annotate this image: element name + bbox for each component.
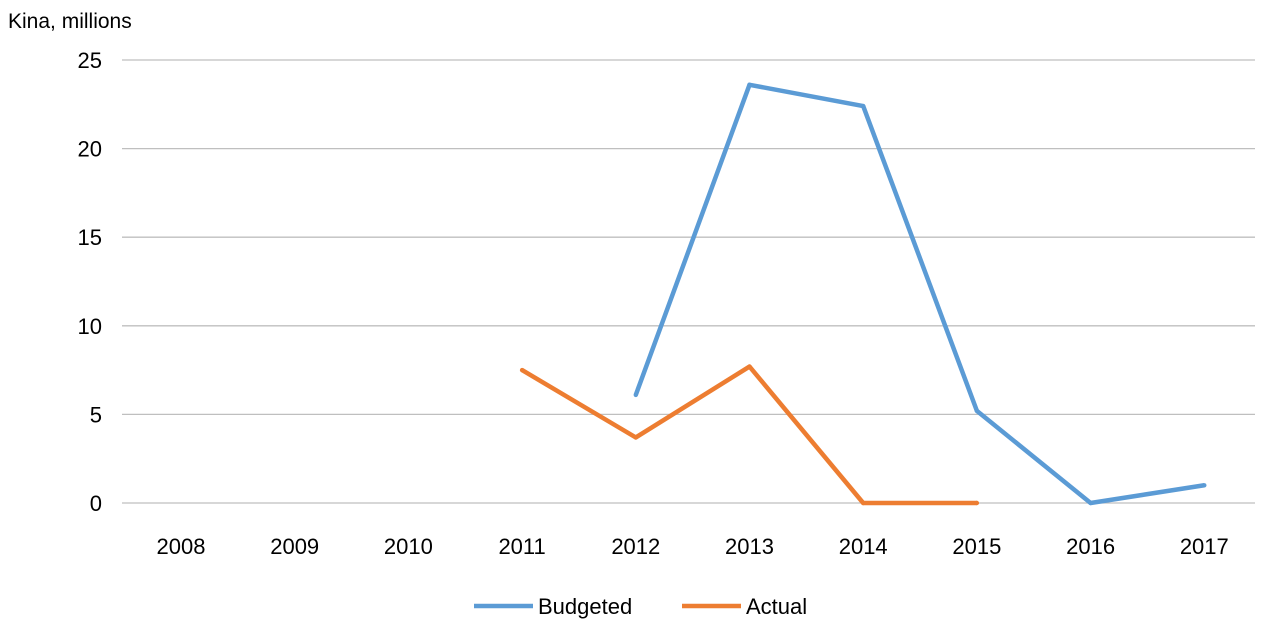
x-tick-label: 2010: [384, 534, 433, 559]
legend-label: Budgeted: [538, 594, 632, 619]
y-tick-label: 25: [78, 48, 102, 73]
data-point-budgeted: [861, 103, 866, 109]
series-line-actual: [520, 364, 977, 506]
y-tick-label: 5: [90, 402, 102, 427]
data-point-budgeted: [1202, 483, 1207, 488]
data-point-budgeted: [974, 408, 980, 414]
data-point-actual: [519, 367, 525, 373]
y-tick-label: 20: [78, 137, 102, 162]
legend-item-budgeted: Budgeted: [474, 594, 632, 619]
y-tick-label: 0: [90, 491, 102, 516]
data-point-actual: [861, 500, 866, 506]
data-point-budgeted: [747, 82, 752, 88]
y-axis-ticks: 0 5 10 15 20 25: [78, 48, 102, 516]
x-tick-label: 2009: [270, 534, 319, 559]
data-point-budgeted: [1088, 500, 1093, 506]
legend-label: Actual: [746, 594, 807, 619]
legend: Budgeted Actual: [474, 594, 807, 619]
x-tick-label: 2017: [1180, 534, 1229, 559]
y-axis-label: Kina, millions: [8, 10, 132, 33]
y-tick-label: 15: [78, 225, 102, 250]
x-tick-label: 2016: [1066, 534, 1115, 559]
series-actual: [519, 364, 980, 506]
data-point-budgeted: [633, 392, 638, 398]
data-point-actual: [974, 500, 980, 506]
series-line-budgeted: [633, 82, 1205, 506]
x-tick-label: 2015: [952, 534, 1001, 559]
x-tick-label: 2014: [839, 534, 888, 559]
x-tick-label: 2012: [611, 534, 660, 559]
x-axis-ticks: 2008 2009 2010 2011 2012 2013 2014 2015 2016 2017: [157, 534, 1229, 559]
y-tick-label: 10: [78, 314, 102, 339]
series-lines: [519, 82, 1207, 506]
x-tick-label: 2013: [725, 534, 774, 559]
gridlines: [122, 59, 1255, 504]
data-point-actual: [633, 435, 638, 440]
x-tick-label: 2008: [157, 534, 206, 559]
data-point-actual: [747, 364, 752, 369]
x-tick-label: 2011: [498, 534, 545, 559]
legend-item-actual: Actual: [682, 594, 807, 619]
series-budgeted: [633, 82, 1207, 506]
